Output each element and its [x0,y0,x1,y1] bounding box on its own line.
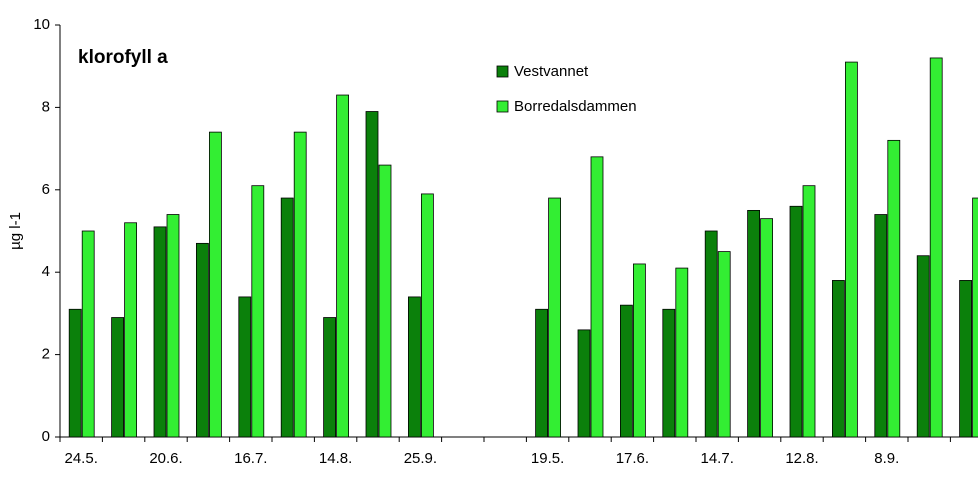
bar [887,139,901,438]
x-tick-label: 20.6. [149,450,182,467]
legend-label: Borredalsdammen [514,98,637,115]
bar [633,263,646,438]
bar [153,226,167,438]
bar [124,222,137,438]
legend-label: Vestvannet [514,63,589,80]
bar [929,57,943,438]
bar [238,296,252,438]
bar [916,255,930,438]
bar [68,308,82,438]
bar [802,185,816,438]
bar [972,197,978,438]
bar [959,280,972,438]
bar [704,230,718,438]
x-tick-label: 19.5. [531,450,564,467]
x-tick-label: 14.7. [701,450,734,467]
bar [717,251,731,438]
bar [832,280,845,438]
bar [323,317,337,438]
bar [378,164,392,438]
bar [535,308,548,438]
bar [166,214,180,438]
bar [760,218,773,438]
y-tick-label: 6 [42,181,50,198]
x-tick-label: 8.9. [874,450,899,467]
x-tick-label: 14.8. [319,450,352,467]
x-tick-label: 16.7. [234,450,267,467]
bar [293,131,307,438]
bar [420,193,434,438]
bar [620,304,633,438]
y-tick-label: 2 [42,346,50,363]
bar [251,185,265,438]
bar [365,111,379,438]
bar [874,214,888,438]
x-tick-label: 24.5. [65,450,98,467]
bar [662,308,676,438]
y-tick-label: 0 [42,428,50,445]
bar [195,242,209,438]
y-tick-label: 8 [42,98,50,115]
bar [111,317,124,438]
x-tick-label: 12.8. [785,450,818,467]
x-tick-label: 25.9. [404,450,437,467]
bar [336,94,350,438]
bar [747,209,760,438]
y-axis-label: µg l-1 [7,212,24,250]
bar [845,61,858,438]
y-tick-label: 10 [33,16,50,33]
bar [280,197,294,438]
bar [81,230,95,438]
legend-swatch [496,65,509,78]
bar [675,267,689,438]
bar [208,131,222,438]
bar [590,156,604,438]
x-tick-label: 17.6. [616,450,649,467]
legend-swatch [496,100,509,113]
y-tick-label: 4 [42,263,50,280]
bar [789,205,803,438]
chart-title: klorofyll a [78,47,168,68]
bar [577,329,591,438]
bar [548,197,561,438]
bar [407,296,421,438]
